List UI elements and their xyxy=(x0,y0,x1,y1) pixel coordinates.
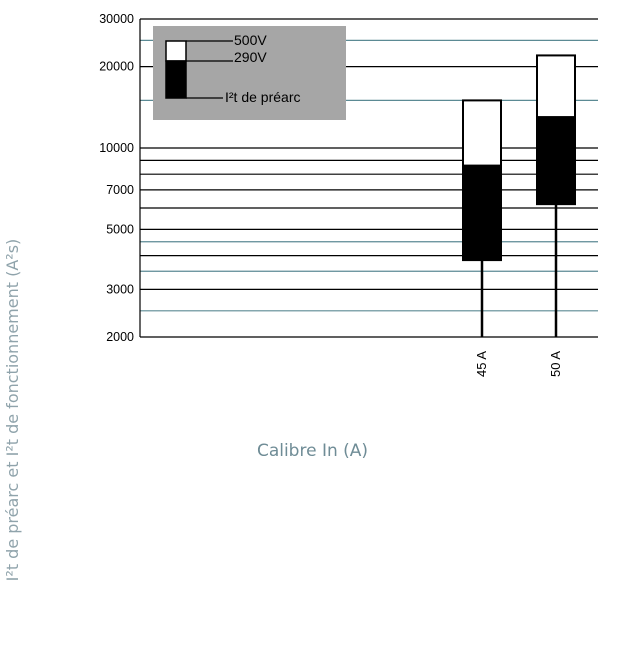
x-category-label: 45 A xyxy=(474,351,489,377)
bar-upper xyxy=(536,54,576,119)
bar-upper xyxy=(462,99,502,167)
x-category-label: 50 A xyxy=(548,351,563,377)
x-axis-title: Calibre In (A) xyxy=(256,441,369,461)
y-tick-label: 7000 xyxy=(106,183,134,197)
y-tick-label: 20000 xyxy=(99,60,134,74)
bar-lower xyxy=(536,116,576,206)
legend-label-500v: 500V xyxy=(234,32,267,48)
y-tick-label: 3000 xyxy=(106,282,134,296)
legend-swatch-black xyxy=(165,60,187,99)
y-tick-label: 10000 xyxy=(99,141,134,155)
y-tick-label: 2000 xyxy=(106,330,134,344)
legend-swatch-white xyxy=(165,40,187,62)
y-tick-label: 30000 xyxy=(99,12,134,26)
y-tick-label: 5000 xyxy=(106,222,134,236)
legend-label-290v: 290V xyxy=(234,49,267,65)
bar-lower xyxy=(462,164,502,262)
legend-label-prearc: I²t de préarc xyxy=(225,89,300,105)
